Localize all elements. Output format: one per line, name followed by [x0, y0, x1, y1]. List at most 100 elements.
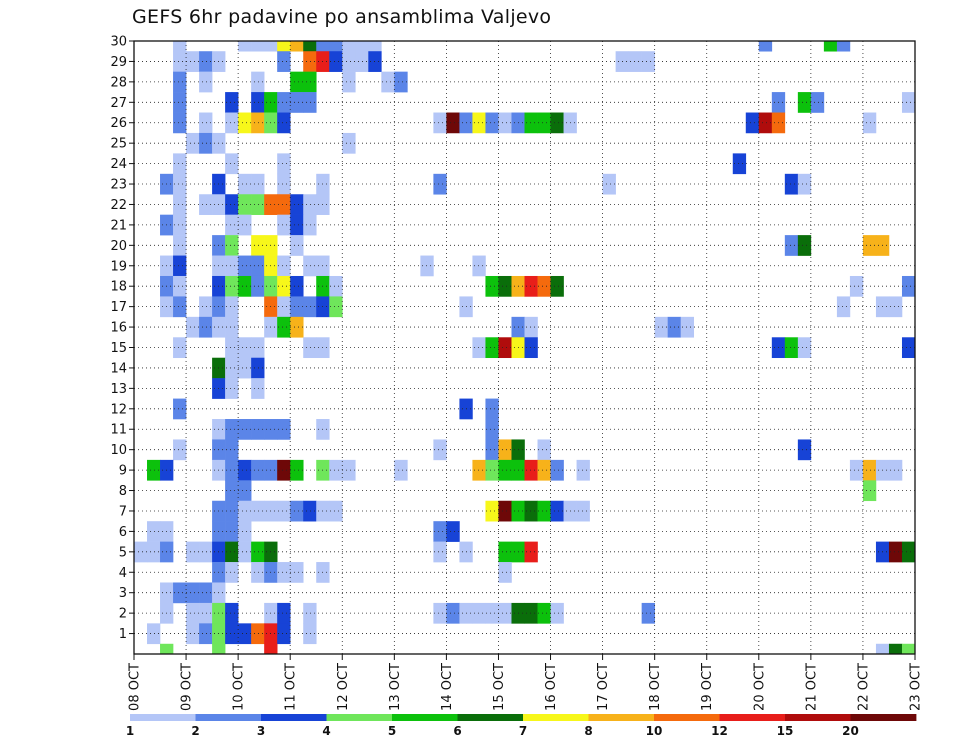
- heatmap-cell: [290, 41, 304, 52]
- heatmap-cell: [433, 521, 447, 542]
- heatmap-cell: [524, 541, 538, 563]
- y-tick-label: 23: [110, 178, 127, 193]
- heatmap-cell: [225, 275, 239, 297]
- heatmap-cell: [342, 51, 356, 72]
- heatmap-cell: [173, 296, 187, 318]
- chart-title: GEFS 6hr padavine po ansamblima Valjevo: [132, 6, 552, 28]
- x-tick-label: 10 OCT: [232, 663, 247, 711]
- heatmap-cell: [485, 112, 499, 134]
- legend-label: 1: [126, 724, 134, 738]
- heatmap-cell: [277, 296, 291, 318]
- heatmap-cell: [485, 500, 499, 522]
- heatmap-cell: [537, 275, 551, 297]
- heatmap-cell: [173, 337, 187, 359]
- heatmap-cell: [225, 357, 239, 379]
- heatmap-cell: [225, 602, 239, 624]
- heatmap-cell: [173, 51, 187, 72]
- heatmap-cell: [238, 41, 252, 52]
- heatmap-cell: [550, 459, 564, 481]
- heatmap-cell: [862, 235, 877, 256]
- heatmap-cell: [329, 41, 343, 52]
- heatmap-cell: [238, 521, 252, 542]
- heatmap-cell: [238, 459, 252, 481]
- heatmap-cell: [251, 541, 265, 563]
- heatmap-cell: [251, 112, 265, 134]
- heatmap-cell: [238, 255, 252, 277]
- heatmap-cell: [290, 459, 304, 481]
- heatmap-cell: [836, 41, 851, 52]
- legend-swatch: [785, 714, 851, 721]
- heatmap-cell: [498, 562, 512, 583]
- x-tick-label: 18 OCT: [648, 663, 663, 711]
- heatmap-cell: [862, 480, 877, 502]
- heatmap-cell: [251, 459, 265, 481]
- heatmap-cell: [485, 337, 499, 359]
- heatmap-cell: [290, 316, 304, 338]
- heatmap-cell: [238, 337, 252, 359]
- heatmap-cell: [225, 439, 239, 461]
- heatmap-cell: [199, 541, 213, 563]
- heatmap-cell: [654, 316, 668, 338]
- heatmap-cell: [251, 623, 265, 645]
- heatmap-cell: [329, 296, 343, 318]
- heatmap-cell: [251, 71, 265, 93]
- heatmap-cell: [498, 337, 512, 359]
- legend-swatch: [588, 714, 655, 721]
- x-tick-label: 16 OCT: [544, 663, 559, 711]
- heatmap-cell: [303, 296, 317, 318]
- legend-label: 2: [191, 724, 199, 738]
- legend-swatch: [457, 714, 524, 721]
- heatmap-cell: [251, 235, 265, 256]
- heatmap-cell: [173, 153, 187, 175]
- heatmap-cell: [147, 541, 161, 563]
- heatmap-cell: [290, 275, 304, 297]
- heatmap-cell: [784, 337, 799, 359]
- heatmap-cell: [251, 337, 265, 359]
- heatmap-cell: [810, 92, 825, 113]
- y-tick-label: 10: [110, 443, 127, 458]
- heatmap-cell: [498, 541, 512, 563]
- legend-swatch: [719, 714, 786, 721]
- x-tick-label: 20 OCT: [752, 663, 767, 711]
- heatmap-cell: [433, 173, 447, 195]
- heatmap-cell: [784, 173, 799, 195]
- heatmap-cell: [745, 112, 760, 134]
- heatmap-cell: [251, 378, 265, 399]
- legend-swatch: [326, 714, 393, 721]
- heatmap-cell: [238, 357, 252, 379]
- y-tick-label: 28: [110, 75, 127, 90]
- heatmap-cell: [173, 235, 187, 256]
- y-tick-label: 24: [110, 157, 127, 172]
- heatmap-cell: [303, 51, 317, 72]
- heatmap-cell: [173, 255, 187, 277]
- heatmap-cell: [277, 562, 291, 583]
- x-tick-label: 09 OCT: [180, 663, 195, 711]
- heatmap-cell: [277, 51, 291, 72]
- heatmap-cell: [173, 582, 187, 604]
- legend-swatch: [261, 714, 327, 721]
- x-tick-label: 13 OCT: [388, 663, 403, 711]
- heatmap-cell: [498, 112, 512, 134]
- heatmap-cell: [524, 316, 538, 338]
- heatmap-cell: [238, 173, 252, 195]
- heatmap-cell: [186, 541, 200, 563]
- heatmap-cell: [797, 173, 812, 195]
- heatmap-cell: [251, 562, 265, 583]
- heatmap-cell: [199, 112, 213, 134]
- heatmap-cell: [524, 459, 538, 481]
- heatmap-cell: [199, 51, 213, 72]
- heatmap-cell: [901, 337, 916, 359]
- heatmap-cell: [641, 51, 655, 72]
- x-tick-label: 08 OCT: [128, 663, 143, 711]
- heatmap-cell: [550, 602, 564, 624]
- heatmap-cell: [251, 255, 265, 277]
- heatmap-cell: [758, 112, 773, 134]
- heatmap-cell: [251, 275, 265, 297]
- heatmap-cell: [524, 337, 538, 359]
- heatmap-cell: [303, 71, 317, 93]
- heatmap-cell: [277, 602, 291, 624]
- heatmap-cell: [303, 255, 317, 277]
- legend-label: 3: [257, 724, 265, 738]
- heatmap-cell: [472, 337, 486, 359]
- heatmap-cell: [823, 41, 838, 52]
